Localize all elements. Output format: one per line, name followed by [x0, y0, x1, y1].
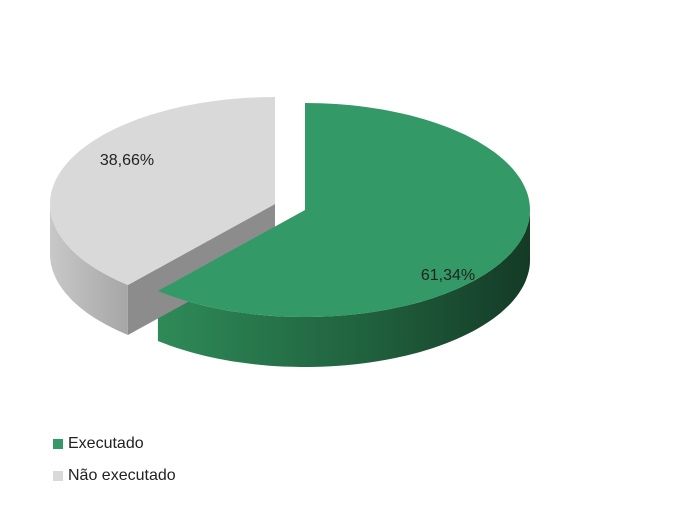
legend-label: Executado [68, 435, 144, 452]
legend-label: Não executado [68, 467, 176, 484]
slice-side [50, 204, 128, 335]
slice [157, 103, 530, 317]
data-label: 61,34% [421, 267, 475, 284]
slice-side [157, 210, 530, 367]
slice [50, 97, 275, 285]
data-label: 38,66% [100, 152, 154, 169]
legend-swatch [53, 471, 63, 481]
legend-swatch [53, 439, 63, 449]
